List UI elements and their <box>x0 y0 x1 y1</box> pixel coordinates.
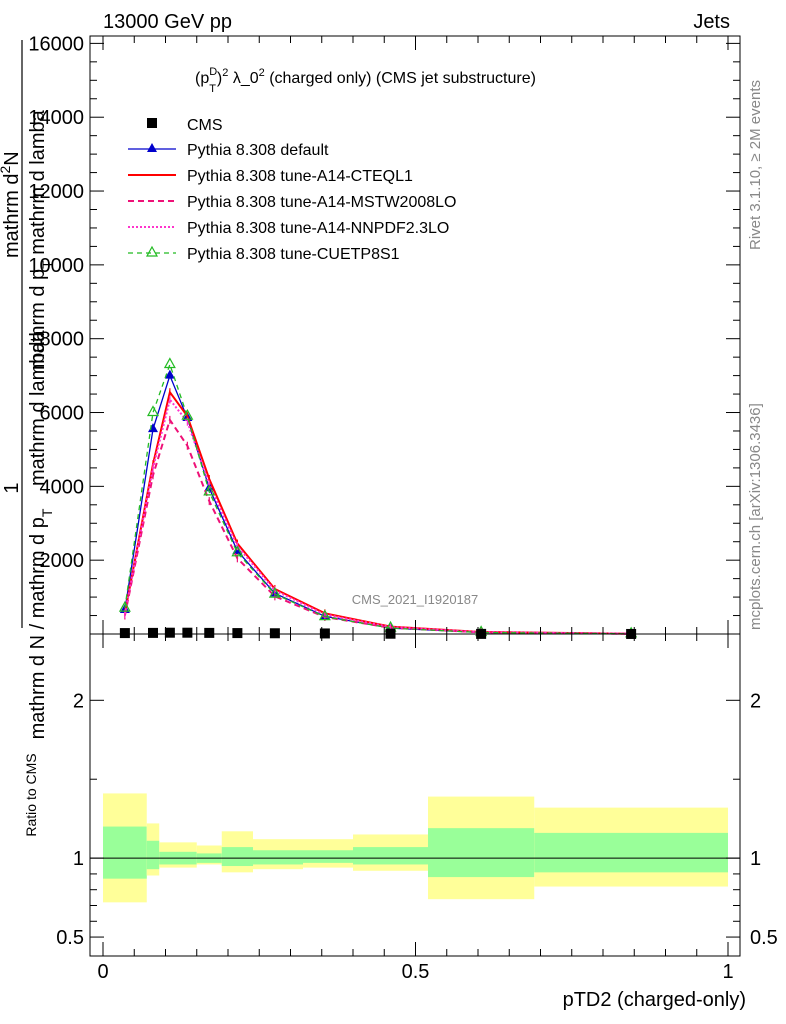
y-tick-label: 14000 <box>28 107 84 129</box>
ylabel-den2: mathrm d pT mathrm d lamba <box>27 109 55 370</box>
legend-default-marker <box>147 143 157 152</box>
title-p: (p <box>195 70 209 87</box>
x-tick-label: 0 <box>97 961 108 983</box>
title-rest: (charged only) (CMS jet substructure) <box>265 70 536 87</box>
analysis-watermark: CMS_2021_I1920187 <box>352 592 479 607</box>
cms-data-point <box>232 628 243 639</box>
ratio-panel-frame <box>89 633 741 957</box>
legend-nnpdf-label: Pythia 8.308 tune-A14-NNPDF2.3LO <box>187 220 449 237</box>
rivet-version-label: Rivet 3.1.10, ≥ 2M events <box>747 80 764 250</box>
legend-cms-label: CMS <box>187 117 223 134</box>
cms-data-point <box>182 627 193 638</box>
series-marker-cuetp8s1 <box>146 405 160 417</box>
series-marker-cuetp8s1 <box>268 586 281 598</box>
ratio-y-ticks: 0.5 0.5 1 1 2 2 <box>56 690 778 949</box>
ylabel-num2: mathrm d2N <box>0 151 23 258</box>
series-marker-cuetp8s1 <box>203 484 216 496</box>
legend: CMS Pythia 8.308 default Pythia 8.308 tu… <box>128 117 456 263</box>
series-marker-cuetp8s1 <box>318 609 331 621</box>
legend-default-label: Pythia 8.308 default <box>187 142 329 159</box>
ratio-band-inner <box>303 850 353 863</box>
cms-data-point <box>319 628 330 639</box>
x-tick-label: 1 <box>722 961 733 983</box>
title-sub-T: T <box>209 83 216 95</box>
series-marker-cuetp8s1 <box>118 600 131 612</box>
ylabel-den1-sub: T <box>39 508 55 517</box>
y-tick-label: 4000 <box>40 476 85 498</box>
y-tick-label: 12000 <box>28 181 84 203</box>
legend-cms-marker <box>147 118 157 128</box>
header-energy: 13000 GeV pp <box>103 11 232 33</box>
legend-cteql1-label: Pythia 8.308 tune-A14-CTEQL1 <box>187 168 413 185</box>
chart-title: (pD T)2 λ_02 (charged only) (CMS jet subs… <box>195 66 536 95</box>
ratio-band-inner <box>534 832 728 873</box>
ylabel-num1: 1 <box>1 482 23 493</box>
legend-cuetp8s1-marker <box>145 245 159 257</box>
ratio-y-tick-label-left: 0.5 <box>56 927 84 949</box>
cms-data-point <box>119 628 130 639</box>
mcplots-label: mcplots.cern.ch [arXiv:1306.3436] <box>747 403 764 630</box>
series-marker-cuetp8s1 <box>181 408 194 420</box>
y-tick-label: 8000 <box>40 329 85 351</box>
y-tick-label: 2000 <box>40 550 85 572</box>
title-sup-2b: 2 <box>259 67 265 79</box>
series-marker-cuetp8s1 <box>231 545 244 557</box>
ratio-band-inner <box>428 828 535 878</box>
cms-data-point <box>148 627 158 638</box>
ylabel-den1-rest: mathrm d lambda <box>27 330 49 486</box>
cms-data-point <box>204 627 215 638</box>
ratio-band-inner <box>103 826 147 879</box>
ratio-y-tick-label-right: 2 <box>750 690 761 712</box>
title-sup-2a: 2 <box>222 67 228 79</box>
main-y-ticks: 2000 4000 6000 8000 10000 12000 14000 16000 <box>28 33 740 617</box>
ratio-y-tick-label-left: 1 <box>73 848 84 870</box>
ratio-y-tick-label-left: 2 <box>73 690 84 712</box>
series-marker-default <box>164 369 175 379</box>
y-tick-label: 16000 <box>28 33 84 55</box>
x-axis-label: pTD2 (charged-only) <box>563 989 746 1011</box>
ylabel-den1: mathrm d N / mathrm d p <box>27 517 49 739</box>
cms-data-point <box>164 627 175 638</box>
ratio-y-tick-label-right: 0.5 <box>750 927 778 949</box>
cms-data-point <box>269 628 280 639</box>
ratio-y-tick-label-right: 1 <box>750 848 761 870</box>
svg-text:mathrm d N / mathrm d pT: mathrm d N / mathrm d pT <box>27 508 55 739</box>
header-jets: Jets <box>693 11 730 33</box>
svg-text:(pDT)2 λ_02 (charged only) (CM: (pD T)2 λ_02 (charged only) (CMS jet subs… <box>195 66 536 95</box>
x-tick-label: 0.5 <box>402 961 430 983</box>
title-sup-D: D <box>209 66 217 78</box>
series-marker-cuetp8s1 <box>163 357 176 369</box>
legend-cuetp8s1-label: Pythia 8.308 tune-CUETP8S1 <box>187 246 400 263</box>
ratio-y-axis-label: Ratio to CMS <box>23 753 39 836</box>
ratio-band-inner <box>221 847 253 867</box>
title-mid: λ_0 <box>228 70 258 87</box>
y-tick-label: 10000 <box>28 255 84 277</box>
y-tick-label: 6000 <box>40 403 85 425</box>
ratio-band-inner <box>146 840 160 870</box>
ratio-band-inner <box>353 847 428 865</box>
x-ticks: 0 0.5 1 <box>97 36 734 983</box>
ratio-band-inner <box>253 850 303 865</box>
ratio-uncertainty-bands <box>103 793 728 903</box>
legend-mstw-label: Pythia 8.308 tune-A14-MSTW2008LO <box>187 194 456 211</box>
series-marker-default <box>148 423 158 433</box>
main-y-axis-label: mathrm d N / mathrm d pT mathrm d lambda… <box>0 40 55 739</box>
